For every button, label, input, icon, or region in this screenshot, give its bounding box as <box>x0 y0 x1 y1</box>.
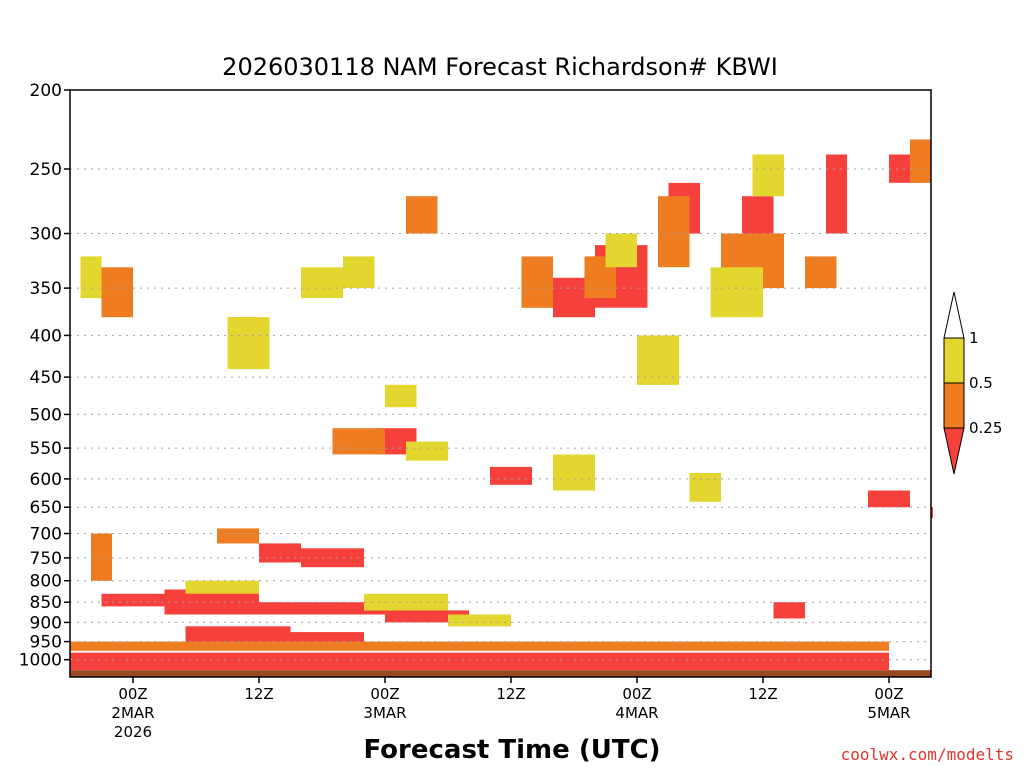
x-tick-label-24-1: 3MAR <box>363 704 406 722</box>
x-tick-label-0-1: 2MAR <box>111 704 154 722</box>
heatmap-cell-0-7 <box>259 543 301 563</box>
x-tick-label-60-0: 12Z <box>748 685 777 703</box>
heatmap-cell-0-4 <box>70 652 889 671</box>
x-tick-label-72-0: 00Z <box>874 685 903 703</box>
x-tick-label-72-1: 5MAR <box>867 704 910 722</box>
heatmap-cell-2-4 <box>385 384 417 408</box>
heatmap-cell-0-18 <box>931 507 933 518</box>
heatmap-cell-2-10 <box>185 580 259 594</box>
legend-bin-3 <box>943 427 965 475</box>
plot-background <box>70 90 931 677</box>
credit-text: coolwx.com/modelts <box>841 745 1014 764</box>
heatmap-cell-1-10 <box>805 256 837 289</box>
heatmap-cell-1-1 <box>101 267 133 318</box>
y-tick-label-800: 800 <box>30 572 62 592</box>
heatmap-cell-0-19 <box>773 602 805 619</box>
heatmap-cell-0-16 <box>868 490 910 508</box>
heatmap-cell-2-0 <box>80 256 102 299</box>
legend-label-1: 0.5 <box>969 374 993 392</box>
heatmap-cell-1-12 <box>70 641 889 651</box>
y-tick-label-300: 300 <box>30 225 62 245</box>
y-tick-label-700: 700 <box>30 525 62 545</box>
heatmap-cell-0-15 <box>826 154 847 234</box>
plot-frame <box>69 89 932 678</box>
heatmap-cell-2-3 <box>343 256 375 289</box>
heatmap-cell-2-12 <box>448 614 511 627</box>
heatmap-cell-2-5 <box>406 441 448 461</box>
heatmap-cells <box>70 139 933 677</box>
x-tick-label-24-0: 00Z <box>370 685 399 703</box>
heatmap-cell-1-11 <box>910 139 931 183</box>
x-tick-label-0-2: 2026 <box>114 723 152 741</box>
heatmap-cell-0-5 <box>185 626 291 646</box>
y-tick-label-650: 650 <box>30 498 62 518</box>
plot-area <box>70 90 931 677</box>
x-tick-label-0-0: 00Z <box>118 685 147 703</box>
heatmap-cell-2-9 <box>752 154 784 197</box>
heatmap-cell-0-2 <box>259 602 385 615</box>
x-tick-label-12-0: 12Z <box>244 685 273 703</box>
heatmap-cell-2-6 <box>605 233 637 268</box>
heatmap-cell-2-14 <box>689 473 721 502</box>
y-tick-label-200: 200 <box>30 81 62 101</box>
x-tick-label-48-1: 4MAR <box>615 704 658 722</box>
x-tick-label-48-0: 00Z <box>622 685 651 703</box>
heatmap-cell-1-6 <box>521 256 553 308</box>
surface-band <box>70 670 931 677</box>
heatmap-cell-0-8 <box>301 548 364 568</box>
heatmap-cell-1-4 <box>332 428 385 455</box>
y-tick-label-350: 350 <box>30 279 62 299</box>
heatmap-cell-2-1 <box>227 317 270 370</box>
heatmap-cell-1-8 <box>658 196 690 268</box>
heatmap-cell-2-13 <box>553 454 595 491</box>
y-tick-label-1000: 1000 <box>19 651 62 671</box>
heatmap-cell-1-5 <box>406 196 438 234</box>
legend-bin-2 <box>943 382 965 429</box>
heatmap-cell-0-10 <box>490 466 532 485</box>
heatmap-cell-0-0 <box>101 593 165 607</box>
y-tick-label-750: 750 <box>30 549 62 569</box>
y-tick-label-900: 900 <box>30 613 62 633</box>
chart-title: 2026030118 NAM Forecast Richardson# KBWI <box>222 53 778 81</box>
heatmap-cell-2-2 <box>301 267 343 299</box>
legend-bin-1 <box>943 337 965 384</box>
y-tick-label-400: 400 <box>30 326 62 346</box>
y-tick-label-600: 600 <box>30 470 62 490</box>
heatmap-cell-2-8 <box>710 267 763 318</box>
legend: 1 0.5 0.25 <box>943 291 1002 475</box>
y-tick-label-950: 950 <box>30 633 62 653</box>
legend-label-0: 1 <box>969 329 979 347</box>
y-tick-label-450: 450 <box>30 368 62 388</box>
y-tick-label-500: 500 <box>30 405 62 425</box>
legend-label-2: 0.25 <box>969 419 1002 437</box>
heatmap-cell-0-14 <box>742 196 774 234</box>
heatmap-cell-1-3 <box>217 528 259 544</box>
heatmap-cell-1-0 <box>91 533 112 581</box>
y-tick-label-550: 550 <box>30 439 62 459</box>
x-tick-label-36-0: 12Z <box>496 685 525 703</box>
x-axis-label: Forecast Time (UTC) <box>363 735 660 765</box>
legend-bin-0 <box>943 291 965 339</box>
y-tick-label-850: 850 <box>30 593 62 613</box>
y-tick-label-250: 250 <box>30 160 62 180</box>
y-axis: 200 250 300 350 400 450 500 550 600 650 700 750 8008… <box>19 81 70 671</box>
